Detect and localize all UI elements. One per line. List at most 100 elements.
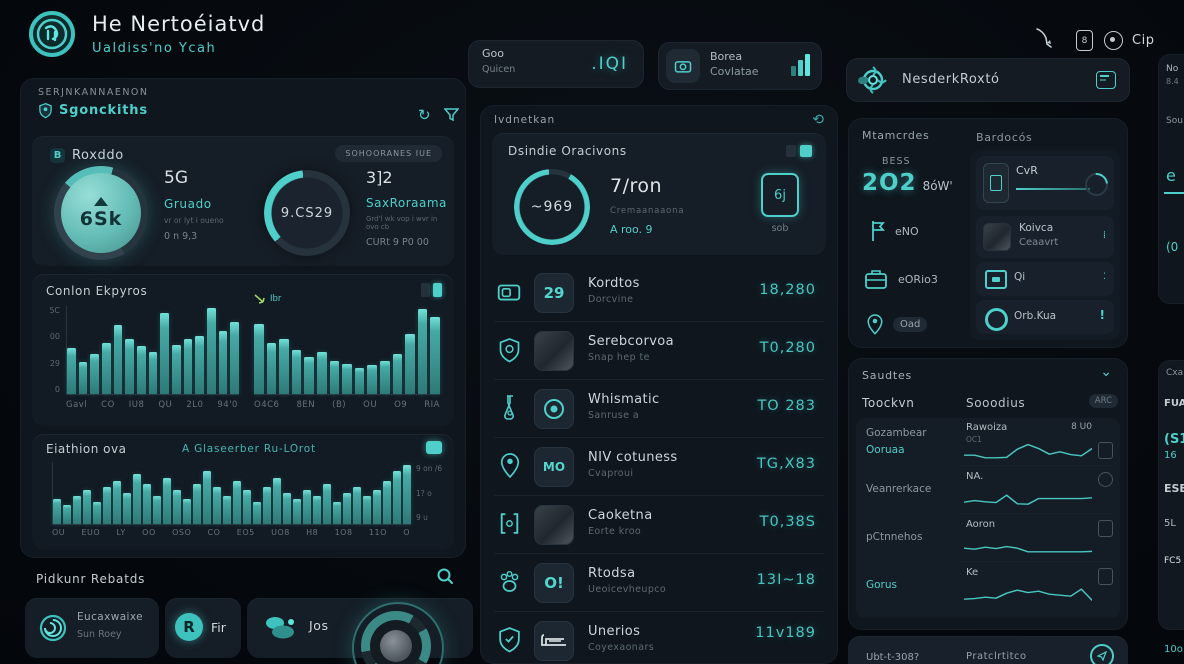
list-item[interactable]: Unerios Coyexaonars 11v189 [480,613,838,664]
record-icon[interactable] [1104,31,1123,50]
list-item[interactable]: Caoketna Eorte kroo T0,38S [480,497,838,554]
detail-icon[interactable] [1098,442,1113,459]
summary-card: Dsindie Oracivons ~969 7/ron Cremaanaaon… [492,133,826,255]
mountain-icon [94,196,108,206]
stat2-line2: Covlatae [710,65,759,78]
app-subtitle: Ualdiss'no Ycah [92,41,217,56]
summary-gauge-value: ~969 [530,199,574,215]
list-item[interactable]: Whismatic Sanruse a TO 283 [480,381,838,438]
row-sub: Dorcvine [588,294,634,305]
list-item[interactable]: Serebcorvoa Snap hep te T0,280 [480,323,838,380]
track-row[interactable]: pCtnnehos Aoron [856,514,1120,562]
header-stat-borea[interactable]: Borea Covlatae [658,42,822,90]
blobs-icon [263,614,297,642]
baseline-label: Koivca [1019,222,1054,234]
baseline-card[interactable]: CvR [976,156,1114,210]
paw-icon [496,568,523,595]
filter-icon[interactable] [444,108,459,121]
row-sub: Ueoicevheupco [588,584,667,595]
saudtes-col3: ARC [1088,394,1118,408]
list-item[interactable]: 29 Kordtos Dorcvine 18,280 [480,265,838,322]
summary-side-value: sob [771,223,789,234]
track-name2: Ooruaa [866,444,905,456]
send-icon[interactable] [1090,644,1114,664]
cursor-icon[interactable] [1034,26,1056,50]
right-footer-bar[interactable]: Ubt-t-308? Pratclrtitco [848,636,1128,664]
keyboard-tile-icon [534,621,574,661]
row-tile: MO [534,447,574,487]
timeline-toggle-icon[interactable] [426,441,442,454]
app-logo[interactable] [26,8,78,60]
pin-icon [499,451,521,479]
search-bar[interactable]: NesderkRoxtó [846,58,1130,102]
overview-panel: SERJNKANNAENON Sgonckiths ↻ B Roxddo SOH… [20,78,466,558]
row-title: Kordtos [588,276,640,291]
row-title: NIV cotuness [588,450,678,465]
chartA-x-axis: Gavl CO IU8 QU 2L0 94'0 [66,400,238,410]
params-stat-unit: 8óW' [922,179,953,193]
parameters-panel: Mtamcrdes Bardocós BESS 2O2 8óW' eNO eOR… [848,118,1128,348]
thumb-icon [983,223,1011,251]
search-icon[interactable] [436,567,454,585]
row-title: Unerios [588,624,641,639]
app-title: He Nertoéiatvd [92,12,266,36]
list-item[interactable]: O! Rtodsa Ueoicevheupco 13I~18 [480,555,838,612]
search-input[interactable]: NesderkRoxtó [902,72,1000,87]
gauges-card: B Roxddo SOHOORANES IUE 6Sk 5G Gruado vr… [32,136,454,266]
edge-fragment: No [1166,64,1179,74]
param-item[interactable]: Oad [866,312,928,336]
stat2-line1: Borea [710,50,743,63]
camera-outline-icon [496,279,522,305]
sparkline [964,442,1092,462]
refresh-icon[interactable]: ⟲ [812,112,824,128]
saudtes-col2: Sooodius [966,396,1026,410]
track-row[interactable]: Veanrerkace NA. [856,466,1120,514]
row-tile: 29 [534,273,574,313]
baseline-label: CvR [1016,164,1038,177]
summary-sub: Cremaanaaona [610,206,685,216]
chart-toggle-icon[interactable] [421,283,442,297]
list-item[interactable]: MO NIV cotuness Cvaproui TG,X83 [480,439,838,496]
baseline-card[interactable]: Koivca Ceaavrt ⁞ [976,216,1114,258]
track-row[interactable]: Gozambear Ooruaa Rawoiza OC1 8 U0 [856,418,1120,466]
card-icon[interactable]: 8 [1076,30,1093,51]
row-tile: O! [534,563,574,603]
result-card-2[interactable]: R Fir [165,598,241,658]
detail-icon[interactable] [1098,520,1113,537]
param-label: Oad [893,316,928,332]
saudtes-panel: Saudtes ⌄ Toockvn Sooodius ARC Gozambear… [848,358,1128,630]
summary-link[interactable]: A roo. 9 [610,223,653,236]
result-card-1[interactable]: Eucaxwaixe Sun Roey [25,598,159,658]
menu-label[interactable]: Cip [1132,33,1155,48]
baseline-card[interactable]: Orb.Kua ! [976,300,1114,334]
timeline-title: Eiathion ova [46,442,127,456]
chartA-y-axis: 5C 00 29 0 [49,306,60,394]
detail-icon[interactable] [1098,472,1113,487]
track-row[interactable]: Gorus Ke [856,562,1120,610]
indicators-panel: Ivdnetkan ⟲ Dsindie Oracivons ~969 7/ron… [480,105,838,664]
param-item[interactable]: eORio3 [864,268,938,290]
header-stat-goo[interactable]: Goo Quicen .IQI [468,40,644,88]
summary-toggle-icon[interactable] [786,145,812,157]
edge-fragment: 5L [1164,518,1176,529]
track-sub: OC1 [966,435,982,444]
edge-fragment: (0 [1166,240,1179,254]
edge-fragment: FC5 [1164,556,1182,566]
gauge2-value: 9.CS29 [280,205,334,221]
param-item[interactable]: eNO [870,220,919,242]
chevron-down-icon[interactable]: ⌄ [1100,364,1112,380]
edge-fragment: 16 [1164,450,1177,461]
row-value: T0,280 [759,340,816,356]
more-icon[interactable]: ⁚ [1103,272,1106,282]
refresh-icon[interactable]: ↻ [418,106,431,124]
row-title: Serebcorvoa [588,334,675,349]
bookmark-icon[interactable] [1096,71,1116,89]
baseline-card[interactable]: Qi ⁚ [976,262,1114,296]
summary-headline: 7/ron [610,175,663,197]
detail-icon[interactable] [1098,568,1113,585]
section-label: SERJNKANNAENON [38,87,149,98]
row-title: Whismatic [588,392,660,407]
more-icon[interactable]: ⁞ [1102,230,1106,241]
bracket-icon: 6j [761,173,799,217]
